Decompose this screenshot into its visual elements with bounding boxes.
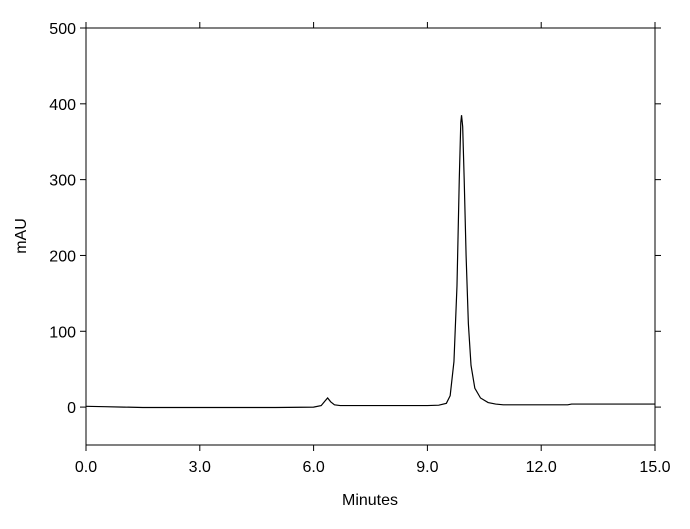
y-tick-label: 400: [49, 97, 76, 114]
y-tick-label: 100: [49, 324, 76, 341]
y-axis-title: mAU: [13, 218, 30, 254]
x-tick-label: 9.0: [416, 459, 438, 476]
y-tick-label: 0: [67, 400, 76, 417]
x-tick-label: 15.0: [639, 459, 670, 476]
y-tick-label: 500: [49, 21, 76, 38]
plot-frame: [85, 27, 656, 446]
x-tick-label: 12.0: [526, 459, 557, 476]
y-tick-label: 300: [49, 173, 76, 190]
data-line: [85, 115, 655, 409]
x-axis-title: Minutes: [342, 492, 398, 509]
x-tick-label: 6.0: [302, 459, 324, 476]
x-tick-label: 3.0: [189, 459, 211, 476]
y-tick-label: 200: [49, 248, 76, 265]
x-tick-label: 0.0: [75, 459, 97, 476]
